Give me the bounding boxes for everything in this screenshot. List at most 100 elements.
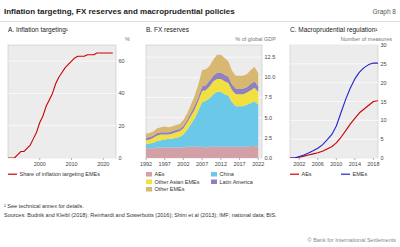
subtitle: Graph 8 xyxy=(373,8,397,16)
legend-swatch xyxy=(146,172,152,177)
x-tick xyxy=(164,158,165,160)
x-tick xyxy=(183,158,184,160)
x-tick xyxy=(39,158,40,160)
legend-swatch xyxy=(341,174,350,175)
x-tick-label: 1997 xyxy=(159,161,171,167)
legend-swatch xyxy=(146,180,152,185)
data-group xyxy=(146,55,258,158)
x-tick-label: 2010 xyxy=(65,161,77,167)
y-axis-label: % of global GDP xyxy=(235,36,276,42)
y-tick-label: 2.5 xyxy=(265,135,273,141)
y-tick-label: 12.5 xyxy=(265,54,276,60)
x-tick xyxy=(71,158,72,160)
y-axis-label: % xyxy=(125,36,130,42)
sources: Sources: Budnik and Kleibl (2018); Reinh… xyxy=(4,212,277,218)
y-tick-label: 5.0 xyxy=(265,115,273,121)
area xyxy=(146,55,258,138)
y-tick-label: 0 xyxy=(381,155,384,161)
grid-line xyxy=(146,57,262,58)
x-tick xyxy=(317,158,318,160)
x-tick-label: 2020 xyxy=(97,161,109,167)
y-tick-label: 40 xyxy=(119,90,125,96)
x-tick-label: 2012 xyxy=(215,161,227,167)
legend-swatch xyxy=(211,180,217,185)
legend-swatch xyxy=(8,174,17,175)
grid-line xyxy=(290,139,378,140)
x-tick-label: 2002 xyxy=(293,161,305,167)
grid-line xyxy=(290,45,378,46)
x-tick-label: 2000 xyxy=(34,161,46,167)
y-tick-label: 20 xyxy=(119,123,125,129)
line xyxy=(290,63,378,158)
legend-label: China xyxy=(220,171,235,177)
y-tick-label: 5 xyxy=(381,136,384,142)
chart: Inflation targeting, FX reserves and mac… xyxy=(0,0,400,247)
legend-label: AEs xyxy=(155,171,165,177)
y-tick-label: 10.0 xyxy=(265,74,276,80)
panel: A. Inflation targeting¹% 0 20 40 60 2000 2010 2… xyxy=(8,26,130,177)
x-tick xyxy=(258,158,259,160)
legend-swatch xyxy=(290,174,299,175)
panel: C. Macroprudential regulation¹Number of … xyxy=(290,26,392,177)
y-tick-label: 10 xyxy=(381,117,387,123)
grid-line xyxy=(290,82,378,83)
legend-swatch xyxy=(146,187,152,192)
legend-label: Share of inflation targeting EMEs xyxy=(20,171,101,177)
x-tick-label: 2022 xyxy=(252,161,264,167)
plot-frame xyxy=(290,45,378,158)
panel-title: A. Inflation targeting¹ xyxy=(8,26,69,34)
grid-line xyxy=(8,158,116,159)
x-tick xyxy=(299,158,300,160)
y-tick-label: 15 xyxy=(381,99,387,105)
title: Inflation targeting, FX reserves and mac… xyxy=(4,7,235,16)
line xyxy=(8,53,113,158)
x-tick-label: 2014 xyxy=(349,161,361,167)
grid-line xyxy=(290,158,378,159)
data-group xyxy=(8,53,113,158)
x-tick-label: 2007 xyxy=(196,161,208,167)
grid-line xyxy=(8,93,116,94)
x-tick-label: 2018 xyxy=(367,161,379,167)
grid-line xyxy=(8,125,116,126)
x-tick xyxy=(202,158,203,160)
x-tick xyxy=(336,158,337,160)
y-tick-label: 30 xyxy=(381,42,387,48)
legend-label: AEs xyxy=(302,171,312,177)
legend-label: Latin America xyxy=(220,179,254,185)
data-group xyxy=(290,63,378,158)
legend-label: Other EMEs xyxy=(155,186,185,192)
grid-line xyxy=(8,61,116,62)
x-tick xyxy=(146,158,147,160)
y-tick-label: 20 xyxy=(381,80,387,86)
panel: B. FX reserves % of global GDP 0.0 2.5 5.0 7.… xyxy=(140,26,276,192)
footnote: ¹ See technical annex for details. xyxy=(4,203,84,209)
grid-line xyxy=(290,101,378,102)
x-tick xyxy=(373,158,374,160)
panel-title: B. FX reserves xyxy=(146,26,190,33)
plot-frame xyxy=(146,45,262,158)
x-tick xyxy=(239,158,240,160)
y-tick-label: 0.0 xyxy=(265,155,273,161)
copyright: © Bank for International Settlements xyxy=(308,237,397,243)
x-tick-label: 2010 xyxy=(330,161,342,167)
x-tick xyxy=(103,158,104,160)
x-tick xyxy=(220,158,221,160)
x-tick-label: 2017 xyxy=(233,161,245,167)
legend-label: Other Asian EMEs xyxy=(155,179,200,185)
area xyxy=(146,146,258,158)
title-separator xyxy=(0,21,400,22)
x-tick xyxy=(354,158,355,160)
x-tick-label: 1992 xyxy=(140,161,152,167)
y-tick-label: 60 xyxy=(119,58,125,64)
legend-label: EMEs xyxy=(353,171,368,177)
grid-line xyxy=(290,120,378,121)
x-tick-label: 2002 xyxy=(177,161,189,167)
x-tick-label: 2006 xyxy=(312,161,324,167)
plot-frame xyxy=(8,45,116,158)
y-tick-label: 7.5 xyxy=(265,94,273,100)
legend-swatch xyxy=(211,172,217,177)
panel-title: C. Macroprudential regulation¹ xyxy=(290,26,378,34)
grid-line xyxy=(290,63,378,64)
y-tick-label: 0 xyxy=(119,155,122,161)
y-tick-label: 25 xyxy=(381,61,387,67)
